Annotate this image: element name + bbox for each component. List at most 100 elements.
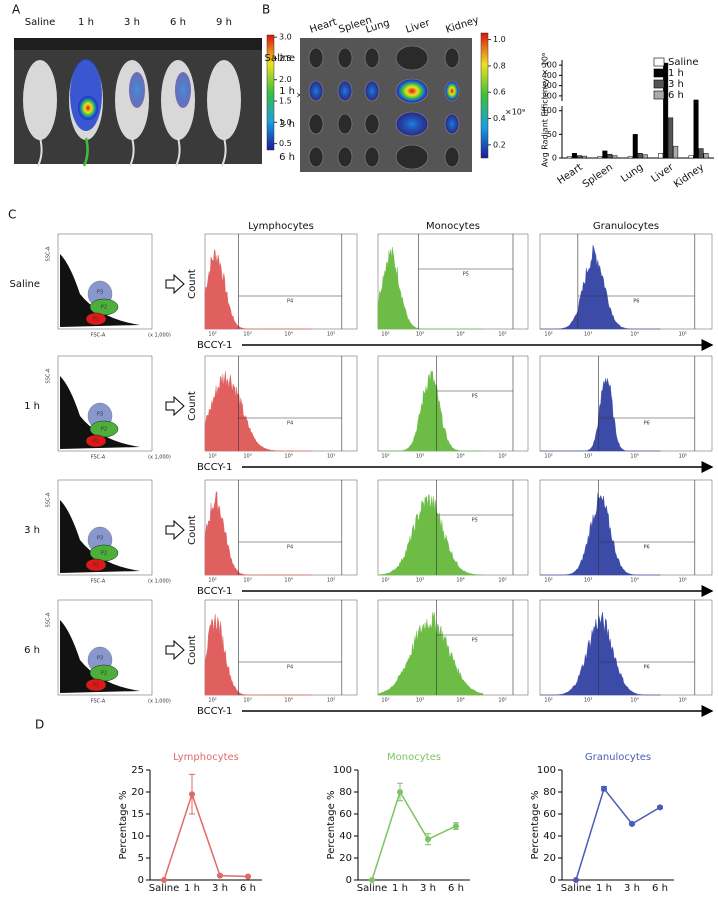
count-label: Count [187, 635, 198, 665]
gate-label: P1 [93, 563, 99, 569]
colorbar-tick-label: 0.6 [493, 88, 506, 97]
scatter-cloud [60, 500, 140, 573]
legend-swatch [653, 90, 665, 100]
gate-label: P1 [93, 317, 99, 323]
y-axis-label: Percentage % [118, 791, 129, 860]
hist-tick-label: 10⁴ [284, 454, 292, 460]
colorbar [480, 32, 489, 159]
point [657, 804, 663, 811]
gate-label: P5 [472, 638, 478, 644]
mouse-tail [129, 137, 135, 167]
organ [364, 80, 380, 102]
hist-tick-label: 10⁵ [679, 698, 687, 704]
y-tick-label: 500 [542, 61, 557, 70]
organ [364, 47, 380, 69]
point [601, 785, 607, 792]
hist-tick-label: 10³ [243, 454, 251, 460]
hist-tick-label: 10² [208, 578, 216, 584]
hist-tick-label: 10⁵ [679, 332, 687, 338]
hist-tick-label: 10⁴ [630, 698, 638, 704]
hist-tick-label: 10² [544, 698, 552, 704]
gate-label: P1 [93, 683, 99, 689]
organ [395, 111, 429, 137]
bar [688, 155, 694, 159]
hist-tick-label: 10³ [584, 332, 592, 338]
mouse-tail [175, 137, 181, 167]
y-tick-label: 25 [131, 765, 144, 776]
x-tick-label: Heart [556, 162, 585, 187]
y-tick-label: 20 [543, 853, 556, 864]
gate-p2 [89, 420, 119, 438]
y-tick-label: 5 [138, 853, 144, 864]
legend-swatch [653, 57, 665, 67]
timepoint-label: 1 h [78, 17, 94, 28]
organ [395, 45, 429, 71]
x-tick-label: 3 h [212, 883, 228, 894]
histogram [377, 246, 483, 330]
colorbar-tick-label: 0.8 [493, 61, 506, 70]
gate-label: P3 [97, 536, 103, 542]
hist-tick-label: 10⁴ [456, 332, 464, 338]
y-tick-label: 80 [339, 787, 352, 798]
count-label: Count [187, 515, 198, 545]
hist-tick-label: 10⁵ [679, 578, 687, 584]
y-axis-label: Avg Radiant Efficiency × 10⁶ [541, 53, 550, 167]
point [629, 820, 635, 827]
bar [571, 153, 577, 159]
gate-label: P6 [644, 421, 650, 427]
scatter-cloud [60, 620, 140, 693]
legend-label: Saline [668, 57, 699, 68]
x-tick-label: 3 h [624, 883, 640, 894]
histogram [378, 370, 483, 452]
y-tick-label: 10 [131, 831, 144, 842]
legend-label: 6 h [668, 90, 684, 101]
hist-tick-label: 10³ [243, 332, 251, 338]
legend-swatch [653, 79, 665, 89]
gate-label: P6 [644, 665, 650, 671]
point [161, 877, 167, 883]
hist-tick-label: 10³ [243, 698, 251, 704]
point [245, 873, 251, 880]
scatter-xlabel: FSC-A [91, 333, 106, 339]
hist-tick-label: 10² [208, 454, 216, 460]
y-tick-label: 0 [550, 875, 556, 886]
bar [658, 153, 664, 159]
gate-label: P2 [101, 551, 107, 557]
row-label: 6 h [279, 152, 295, 163]
organ [364, 146, 380, 168]
chart-title: Lymphocytes [173, 752, 239, 763]
hist-tick-label: 10³ [416, 454, 424, 460]
x-tick-label: 1 h [392, 883, 408, 894]
bar [703, 153, 709, 159]
hist-tick-label: 10³ [416, 578, 424, 584]
gate-label: P1 [93, 439, 99, 445]
hist-tick-label: 10⁵ [679, 454, 687, 460]
signal [78, 96, 98, 120]
y-axis-label: Percentage % [530, 791, 541, 860]
bar [663, 62, 669, 159]
x-tick-label: 6 h [652, 883, 668, 894]
gate-p1 [85, 312, 107, 326]
column-title: Lymphocytes [248, 221, 314, 232]
marker-label: BCCY-1 [197, 706, 232, 717]
hist-tick-label: 10³ [243, 578, 251, 584]
y-tick-label: 50 [547, 130, 557, 139]
line [163, 791, 249, 881]
y-tick-label: 20 [339, 853, 352, 864]
hist-tick-label: 10² [381, 454, 389, 460]
colorbar-tick-label: 2.0 [279, 75, 292, 84]
mouse [207, 60, 241, 140]
gate-label: P5 [463, 272, 469, 278]
hist-tick-label: 10³ [416, 332, 424, 338]
x-tick-label: Saline [561, 883, 592, 894]
scatter-xlabel: FSC-A [91, 455, 106, 461]
scatter-xlabel: FSC-A [91, 699, 106, 705]
colorbar-tick-label: 3.0 [279, 33, 292, 42]
bar [566, 156, 572, 159]
hist-tick-label: 10⁵ [327, 578, 335, 584]
column-title: Granulocytes [593, 221, 659, 232]
bar [698, 148, 704, 159]
histogram-frame [377, 355, 529, 452]
scatter-scale: (x 1,000) [148, 333, 171, 339]
organ [444, 146, 460, 168]
